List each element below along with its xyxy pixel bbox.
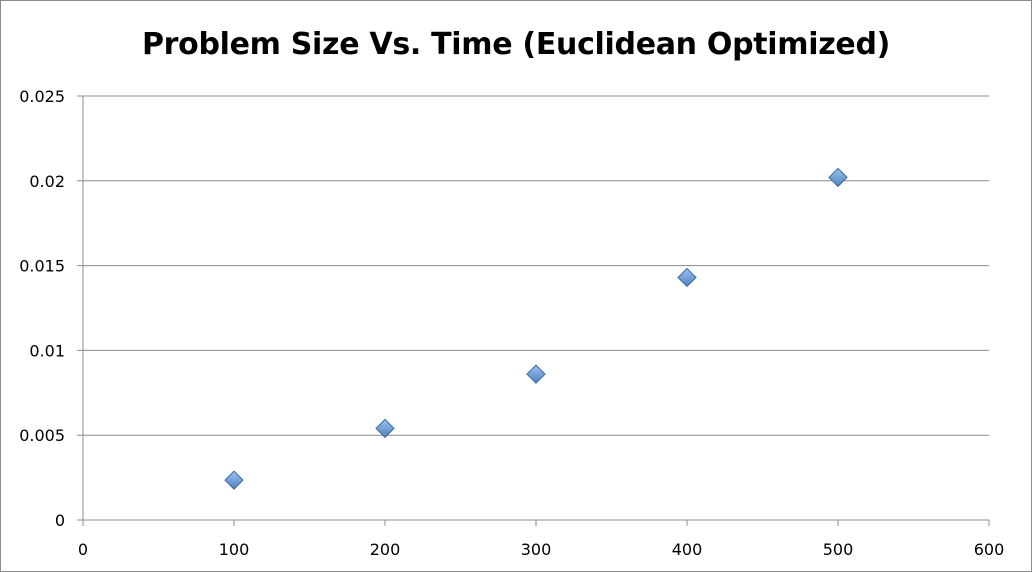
y-tick-label: 0.015 xyxy=(19,257,65,276)
x-tick-label: 500 xyxy=(823,540,854,559)
x-tick-label: 600 xyxy=(974,540,1005,559)
data-point-diamond xyxy=(224,470,244,490)
y-tick-label: 0 xyxy=(55,511,65,530)
x-tick-label: 0 xyxy=(78,540,88,559)
chart-title: Problem Size Vs. Time (Euclidean Optimiz… xyxy=(141,27,891,62)
data-point-diamond xyxy=(375,418,395,439)
data-point-diamond xyxy=(828,167,848,188)
y-tick-label: 0.02 xyxy=(29,172,65,191)
x-tick-label: 400 xyxy=(672,540,703,559)
axis-layer xyxy=(77,95,990,526)
data-point-layer xyxy=(224,167,848,490)
y-tick-label: 0.025 xyxy=(19,87,65,106)
grid-layer xyxy=(83,95,989,436)
x-tick-label: 300 xyxy=(521,540,552,559)
x-tick-label: 200 xyxy=(370,540,401,559)
y-tick-label: 0.01 xyxy=(29,341,65,360)
y-tick-label: 0.005 xyxy=(19,426,65,445)
tick-label-layer: 0 0.005 0.01 0.015 0.02 0.025 0 100 200 300 400 500… xyxy=(19,87,1004,559)
x-tick-label: 100 xyxy=(219,540,250,559)
data-point-diamond xyxy=(526,364,546,384)
data-point-diamond xyxy=(677,267,697,288)
